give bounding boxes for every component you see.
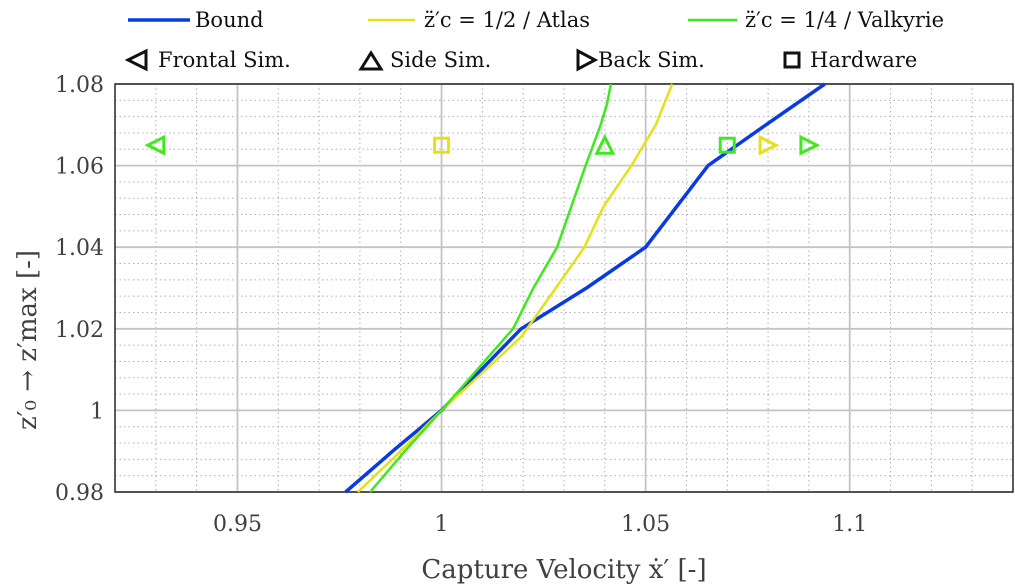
data-point-triangle-right: [799, 134, 821, 156]
x-tick-labels: 0.95 1 1.05 1.1: [213, 512, 867, 537]
legend-back-marker: [576, 48, 599, 72]
plot-frame: [114, 83, 1014, 493]
legend-label-bound: Bound: [195, 8, 264, 32]
data-point-triangle-up: [594, 133, 616, 155]
legend-label-side: Side Sim.: [390, 48, 491, 72]
series-lines: [344, 82, 826, 494]
y-tick-label: 1: [90, 399, 104, 424]
legend-side-marker: [358, 50, 384, 71]
series-line-2: [369, 83, 613, 493]
legend-label-back: Back Sim.: [598, 48, 705, 72]
x-tick-label: 1.1: [832, 512, 867, 537]
legend-label-atlas: z̈′c = 1/2 / Atlas: [424, 8, 590, 32]
data-point-square: [718, 136, 736, 154]
legend-label-hardware: Hardware: [810, 48, 917, 72]
y-tick-label: 1.08: [55, 73, 104, 98]
data-point-square: [433, 136, 451, 154]
x-tick-label: 0.95: [213, 512, 262, 537]
legend-label-frontal: Frontal Sim.: [158, 48, 291, 72]
x-axis-label: Capture Velocity ẋ′ [-]: [421, 555, 706, 585]
y-axis-label: z′₀ → z′max [-]: [13, 250, 43, 430]
series-line-0: [344, 82, 826, 494]
y-tick-label: 0.98: [55, 481, 104, 506]
data-point-triangle-left: [144, 134, 166, 156]
y-tick-label: 1.04: [55, 236, 104, 261]
data-points: [144, 133, 821, 156]
y-tick-label: 1.06: [55, 155, 104, 180]
y-tick-labels: 0.98 1 1.02 1.04 1.06 1.08: [55, 73, 104, 506]
y-tick-label: 1.02: [55, 318, 104, 343]
x-tick-label: 1: [435, 512, 449, 537]
data-point-triangle-right: [758, 134, 780, 156]
legend-frontal-marker: [124, 48, 148, 72]
x-tick-label: 1.05: [621, 512, 670, 537]
legend-label-valkyrie: z̈′c = 1/4 / Valkyrie: [745, 8, 944, 32]
legend: Bound z̈′c = 1/2 / Atlas z̈′c = 1/4 / Va…: [124, 8, 944, 72]
legend-hardware-marker: [783, 51, 801, 69]
